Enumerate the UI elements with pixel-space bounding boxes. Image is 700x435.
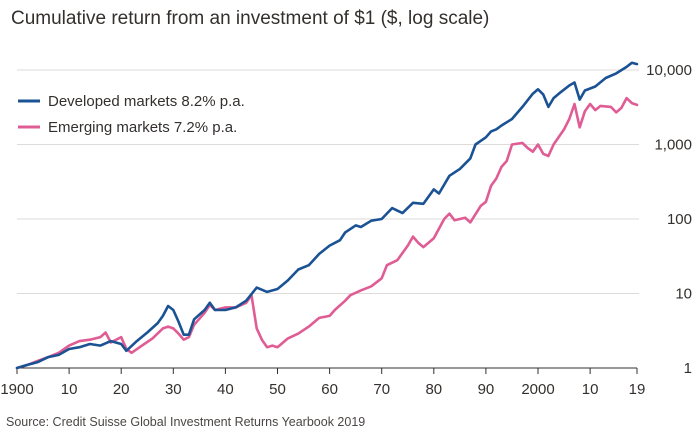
source-note: Source: Credit Suisse Global Investment … <box>6 415 365 429</box>
x-tick-label: 30 <box>165 381 182 398</box>
x-tick-label: 10 <box>61 381 78 398</box>
series-lines <box>15 61 639 370</box>
x-tick-label: 60 <box>321 381 338 398</box>
legend: Developed markets 8.2% p.a. Emerging mar… <box>18 93 245 136</box>
x-tick-label: 19 <box>629 381 646 398</box>
x-tick-label: 90 <box>478 381 495 398</box>
y-tick-label: 1,000 <box>654 137 692 154</box>
x-tick-label: 40 <box>217 381 234 398</box>
x-axis: 1900 10 20 30 40 50 60 70 80 90 2000 10 19 <box>0 367 646 398</box>
y-tick-label: 100 <box>667 211 692 228</box>
x-tick-label: 2000 <box>521 381 554 398</box>
y-tick-label: 1 <box>684 360 692 377</box>
x-tick-label: 80 <box>425 381 442 398</box>
y-axis: 1 10 100 1,000 10,000 <box>646 62 692 377</box>
x-tick-label: 70 <box>373 381 390 398</box>
legend-label-developed: Developed markets 8.2% p.a. <box>48 93 245 110</box>
y-tick-label: 10 <box>675 286 692 303</box>
chart-title: Cumulative return from an investment of … <box>11 8 489 29</box>
legend-label-emerging: Emerging markets 7.2% p.a. <box>48 119 237 136</box>
gridlines <box>17 69 639 294</box>
y-tick-label: 10,000 <box>646 62 692 79</box>
x-tick-label: 20 <box>113 381 130 398</box>
x-tick-label: 50 <box>269 381 286 398</box>
series-line-developed <box>15 61 639 370</box>
series-line-emerging <box>15 96 639 370</box>
x-tick-label: 1900 <box>0 381 33 398</box>
x-tick-label: 10 <box>582 381 599 398</box>
